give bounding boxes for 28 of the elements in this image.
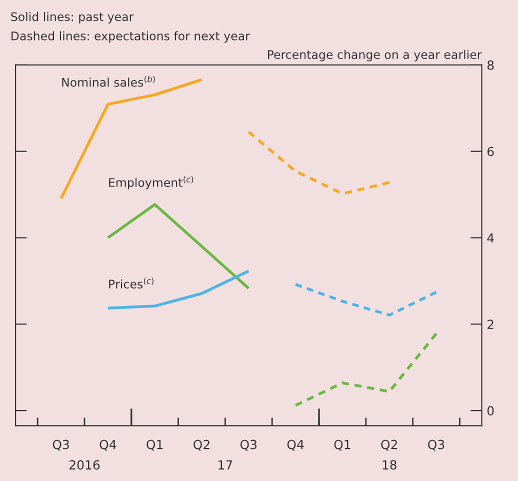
y-tick-label: 4 — [487, 233, 494, 242]
x-tick-label: Q3 — [240, 440, 257, 451]
y-tick-label: 2 — [488, 320, 494, 329]
line-series — [294, 283, 438, 316]
x-tick-label: Q2 — [381, 440, 397, 451]
series-label: Prices$^{(c)}$ — [109, 278, 154, 289]
x-tick-label: Q1 — [146, 440, 163, 451]
y-tick-label: 0 — [487, 406, 494, 416]
series-label: Employment$^{(c)}$ — [109, 176, 194, 190]
text: 18 — [382, 460, 396, 470]
line-series — [247, 130, 391, 196]
y-tick-label: 8 — [487, 60, 494, 70]
y-axis-title: Percentage change on a year earlier — [268, 50, 482, 62]
x-tick-label: Q3 — [428, 440, 444, 451]
series-label: Nominal sales$^{(b)}$ — [62, 76, 155, 87]
x-tick-label: Q2 — [194, 440, 210, 451]
y-tick-label: 6 — [487, 146, 494, 156]
text: Dashed lines: expectations for next year — [12, 31, 250, 43]
line-series — [106, 270, 250, 310]
text: 2016 — [69, 460, 100, 470]
x-tick-label: Q1 — [334, 440, 350, 451]
x-tick-label: Q4 — [287, 440, 304, 451]
x-tick-label: Q4 — [100, 440, 116, 451]
text: 17 — [218, 460, 232, 470]
line-series — [294, 332, 438, 407]
line-series — [106, 203, 250, 290]
x-tick-label: Q3 — [52, 440, 69, 451]
text: Solid lines: past year — [11, 12, 134, 24]
